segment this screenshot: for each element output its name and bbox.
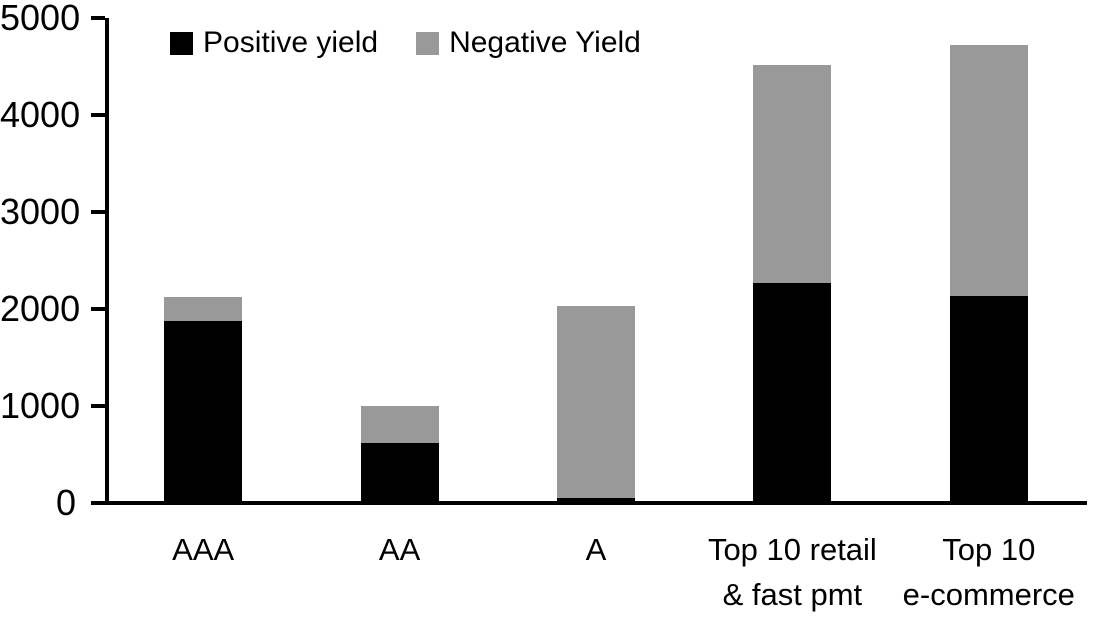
negative-yield-swatch-icon xyxy=(416,31,440,55)
legend-item-positive-yield: Positive yield xyxy=(170,27,378,59)
y-axis-label-4000: 4000 xyxy=(0,94,81,135)
y-axis-tick-1000 xyxy=(91,404,105,408)
bar-segment-positive-yield-1 xyxy=(164,320,243,503)
y-axis-tick-4000 xyxy=(91,113,105,117)
x-axis-label-1: AAA xyxy=(172,532,235,567)
bar-segment-negative-yield-5 xyxy=(949,45,1028,297)
bar-segment-negative-yield-4 xyxy=(753,64,832,283)
y-axis-label-2000: 2000 xyxy=(0,288,81,329)
x-axis-label-3: A xyxy=(585,532,607,567)
x-axis-label-5: Top 10 e-commerce xyxy=(902,532,1075,612)
y-axis-line xyxy=(105,18,109,505)
y-axis-label-3000: 3000 xyxy=(0,191,81,232)
bar-segment-positive-yield-5 xyxy=(949,296,1028,503)
y-axis-tick-3000 xyxy=(91,210,105,214)
chart-legend: Positive yield Negative Yield xyxy=(170,27,641,59)
legend-label-positive-yield: Positive yield xyxy=(203,26,379,59)
x-axis-label-2: AA xyxy=(378,532,421,567)
y-axis-label-5000: 5000 xyxy=(0,0,81,38)
y-axis-tick-0 xyxy=(91,501,105,505)
bar-segment-negative-yield-3 xyxy=(557,306,635,499)
x-axis-label-4: Top 10 retail & fast pmt xyxy=(707,532,877,612)
y-axis-label-0: 0 xyxy=(55,482,76,523)
bar-segment-positive-yield-4 xyxy=(753,282,832,503)
bar-segment-negative-yield-1 xyxy=(164,297,243,321)
y-axis-tick-5000 xyxy=(91,16,105,20)
x-axis-line xyxy=(105,501,1087,505)
bar-segment-negative-yield-2 xyxy=(360,406,439,443)
positive-yield-swatch-icon xyxy=(170,31,193,55)
bar-segment-positive-yield-3 xyxy=(557,498,635,503)
legend-label-negative-yield: Negative Yield xyxy=(449,26,641,59)
y-axis-tick-2000 xyxy=(91,307,105,311)
bar-segment-positive-yield-2 xyxy=(360,442,439,503)
legend-item-negative-yield: Negative Yield xyxy=(416,27,641,59)
y-axis-label-1000: 1000 xyxy=(0,385,81,426)
